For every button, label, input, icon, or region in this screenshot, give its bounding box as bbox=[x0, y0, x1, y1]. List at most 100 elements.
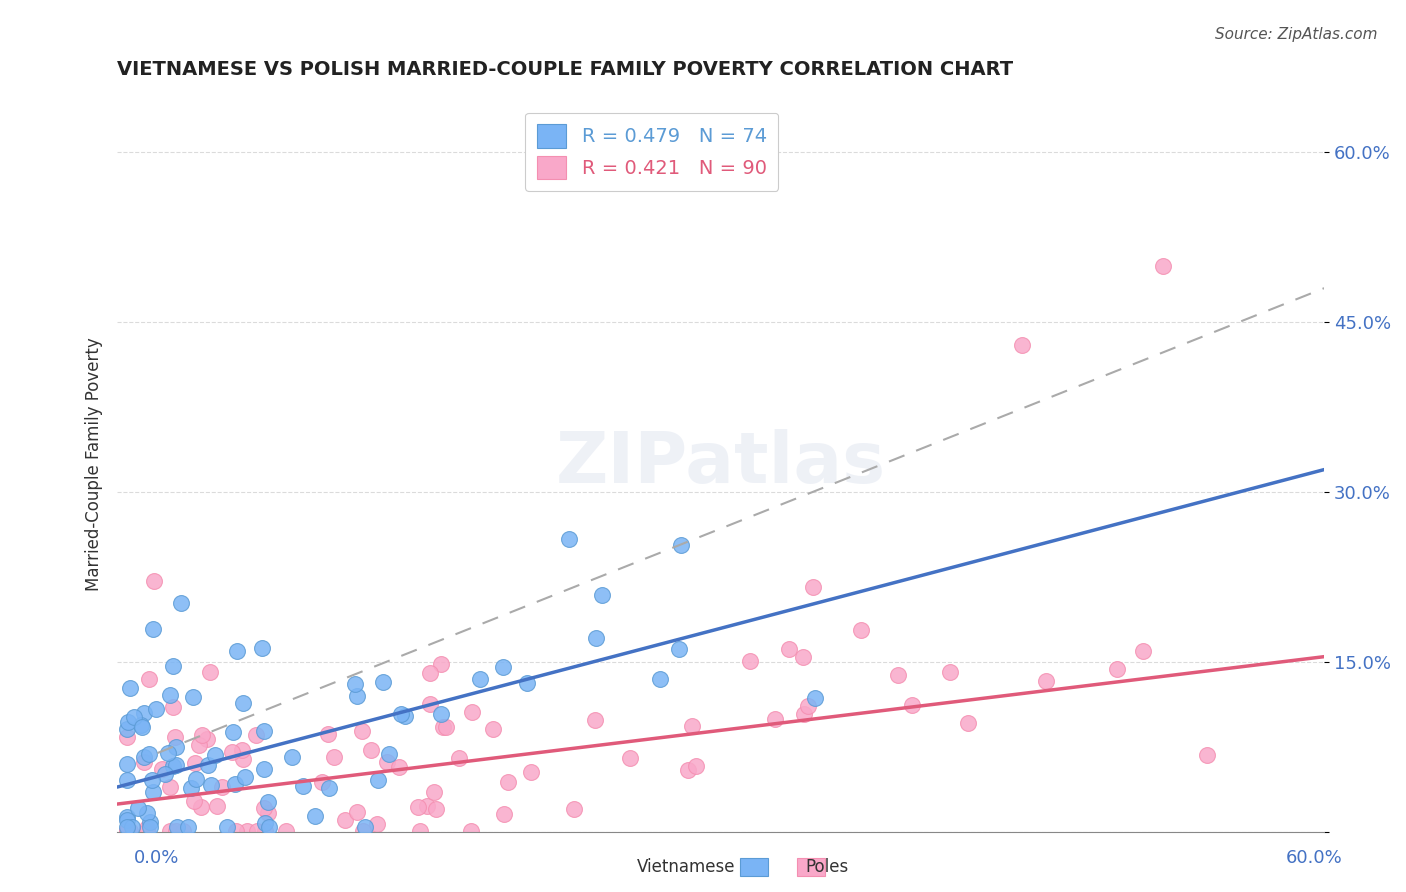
Point bbox=[232, 696, 254, 710]
Point bbox=[117, 810, 139, 824]
Point bbox=[801, 580, 824, 594]
Point bbox=[367, 772, 389, 787]
Point bbox=[291, 779, 314, 793]
Point bbox=[232, 752, 254, 766]
Point bbox=[939, 665, 962, 679]
Point bbox=[460, 824, 482, 838]
Point bbox=[186, 772, 208, 786]
Point bbox=[162, 659, 184, 673]
Point bbox=[225, 824, 247, 838]
Point bbox=[117, 824, 139, 838]
Point bbox=[360, 742, 382, 756]
Point bbox=[205, 799, 228, 814]
Point bbox=[254, 816, 277, 830]
Point bbox=[253, 824, 276, 838]
Point bbox=[583, 713, 606, 727]
Point bbox=[253, 762, 276, 776]
Point bbox=[492, 807, 515, 822]
Point bbox=[793, 707, 815, 722]
Point bbox=[139, 815, 162, 830]
Point bbox=[1035, 674, 1057, 689]
Point bbox=[200, 778, 222, 792]
Point bbox=[1107, 662, 1129, 676]
Point bbox=[162, 700, 184, 714]
Point bbox=[159, 780, 181, 794]
Point bbox=[118, 681, 141, 696]
Point bbox=[378, 747, 401, 761]
Point bbox=[778, 642, 800, 657]
Point bbox=[139, 820, 162, 834]
Point bbox=[150, 763, 173, 777]
Point bbox=[886, 668, 908, 682]
Point bbox=[311, 775, 333, 789]
Point bbox=[163, 730, 186, 744]
Point bbox=[117, 757, 139, 772]
Point bbox=[135, 824, 157, 838]
Point bbox=[375, 755, 398, 769]
Point bbox=[803, 690, 825, 705]
Text: Vietnamese: Vietnamese bbox=[637, 858, 735, 876]
Point bbox=[492, 660, 515, 674]
Point bbox=[352, 824, 374, 838]
Point bbox=[142, 574, 165, 589]
Point bbox=[135, 821, 157, 835]
Point bbox=[281, 749, 304, 764]
Point bbox=[131, 720, 153, 734]
Text: ZIPatlas: ZIPatlas bbox=[555, 429, 886, 499]
Point bbox=[131, 717, 153, 731]
Point bbox=[141, 772, 163, 787]
Point bbox=[165, 824, 187, 838]
Point bbox=[190, 800, 212, 814]
Point bbox=[155, 767, 177, 781]
Point bbox=[162, 759, 184, 773]
Point bbox=[520, 764, 543, 779]
Point bbox=[333, 813, 356, 827]
Point bbox=[256, 795, 278, 809]
Point bbox=[353, 820, 375, 834]
Point bbox=[957, 716, 980, 731]
Text: 60.0%: 60.0% bbox=[1286, 849, 1343, 867]
Point bbox=[217, 820, 239, 834]
Point bbox=[197, 758, 219, 772]
Point bbox=[1132, 643, 1154, 657]
Point bbox=[134, 750, 156, 764]
Point bbox=[432, 720, 454, 734]
Point bbox=[180, 780, 202, 795]
Point bbox=[204, 747, 226, 762]
Point bbox=[648, 673, 671, 687]
Point bbox=[145, 701, 167, 715]
Point bbox=[181, 690, 204, 704]
Point bbox=[429, 657, 451, 671]
Point bbox=[142, 622, 165, 636]
Point bbox=[165, 758, 187, 772]
Point bbox=[187, 738, 209, 752]
Point bbox=[496, 775, 519, 789]
Point bbox=[389, 707, 412, 722]
Point bbox=[422, 785, 444, 799]
Point bbox=[447, 751, 470, 765]
Text: Source: ZipAtlas.com: Source: ZipAtlas.com bbox=[1215, 27, 1378, 42]
Point bbox=[591, 588, 613, 602]
Point bbox=[138, 672, 160, 686]
Y-axis label: Married-Couple Family Poverty: Married-Couple Family Poverty bbox=[86, 337, 103, 591]
Point bbox=[322, 750, 344, 764]
Point bbox=[796, 699, 818, 714]
Point bbox=[172, 824, 194, 838]
Point bbox=[142, 785, 165, 799]
Point bbox=[224, 777, 246, 791]
Point bbox=[669, 538, 692, 552]
Point bbox=[318, 780, 340, 795]
Point bbox=[136, 806, 159, 821]
Point bbox=[117, 824, 139, 838]
Point bbox=[562, 801, 585, 815]
Point bbox=[685, 759, 707, 773]
Point bbox=[198, 665, 221, 680]
Point bbox=[127, 801, 149, 815]
Point bbox=[350, 723, 373, 738]
Point bbox=[236, 824, 259, 838]
Point bbox=[434, 720, 457, 734]
Point bbox=[177, 820, 200, 834]
Point bbox=[190, 728, 212, 742]
Point bbox=[231, 742, 253, 756]
Point bbox=[387, 759, 409, 773]
